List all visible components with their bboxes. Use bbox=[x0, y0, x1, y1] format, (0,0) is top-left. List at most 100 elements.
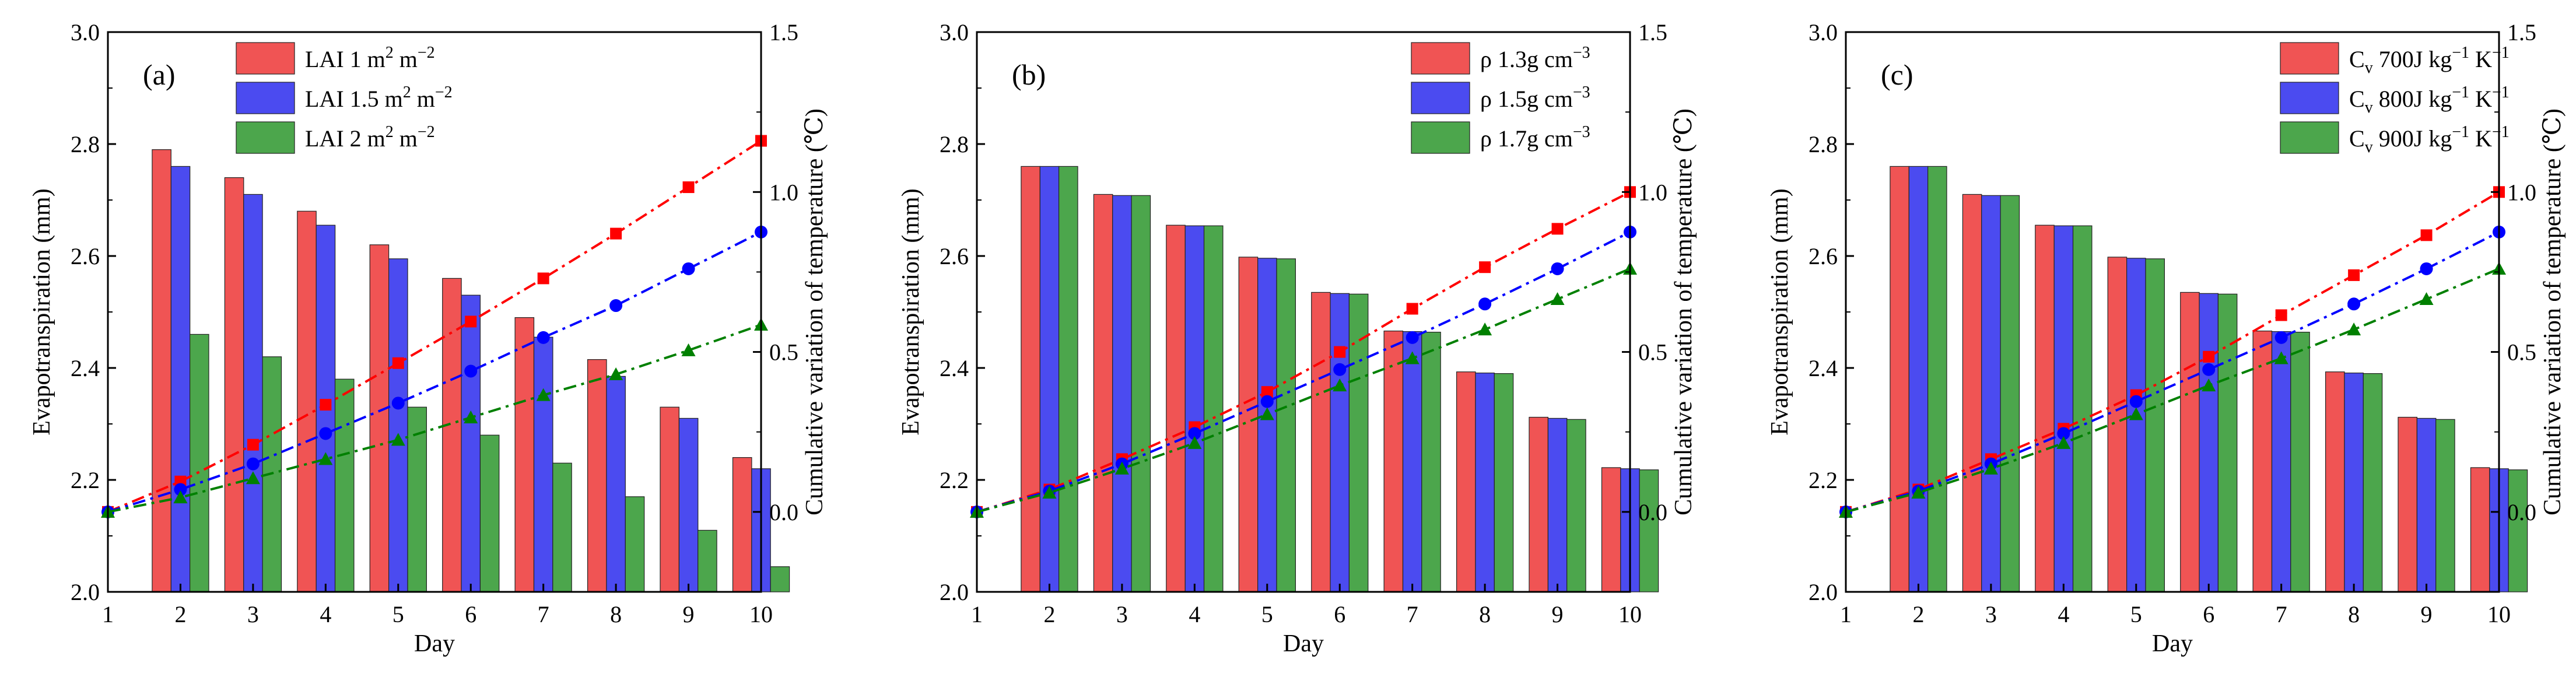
temp-point-blue-day5 bbox=[1260, 395, 1274, 408]
legend-swatch-green bbox=[236, 121, 295, 154]
temp-point-green-day3 bbox=[246, 471, 260, 485]
y-axis-label: Evapotranspiration (mm) bbox=[898, 188, 924, 435]
legend-entry-green: LAI 2 m2 m−2 bbox=[305, 123, 435, 152]
bar-blue-day2 bbox=[1039, 166, 1060, 592]
y2-axis-label: Cumulative variation of temperature (℃) bbox=[2539, 108, 2566, 515]
x-tick-label: 4 bbox=[2058, 601, 2069, 627]
y2-tick-label: 0.0 bbox=[1638, 499, 1667, 525]
temp-line-green bbox=[1845, 268, 2500, 513]
panel-2: 1 2 3 4 5 6 7 8 9 10 2.0 2.2 2.4 2.6 2.8 3.0 0.0 0.5 1.0 1.… bbox=[898, 19, 1697, 657]
x-axis-label: Day bbox=[1283, 630, 1324, 657]
y-tick-label: 2.0 bbox=[71, 579, 100, 605]
y2-tick-label: 0.0 bbox=[769, 499, 798, 525]
bar-red-day3 bbox=[1093, 194, 1113, 592]
temp-point-blue-day6 bbox=[1333, 363, 1347, 376]
bar-red-day7 bbox=[514, 317, 535, 592]
temp-point-green-day2 bbox=[1042, 485, 1057, 499]
temp-point-blue-day7 bbox=[1406, 331, 1419, 344]
x-tick-label: 5 bbox=[2130, 601, 2142, 627]
legend-swatch-green bbox=[2280, 121, 2339, 154]
y-tick-label: 2.8 bbox=[1809, 131, 1838, 157]
bar-green-day10 bbox=[2508, 469, 2528, 592]
bar-red-day4 bbox=[297, 211, 317, 592]
y2-tick-label: 1.0 bbox=[1638, 179, 1667, 205]
bar-blue-day5 bbox=[1257, 258, 1277, 592]
bar-blue-day5 bbox=[388, 258, 408, 592]
x-tick-label: 5 bbox=[392, 601, 404, 627]
bar-green-day10 bbox=[770, 566, 790, 592]
x-tick-label: 3 bbox=[1985, 601, 1997, 627]
bar-red-day8 bbox=[587, 359, 607, 592]
temp-line-blue bbox=[1845, 231, 2500, 513]
panel-label: (c) bbox=[1881, 58, 1913, 91]
temp-point-blue-day3 bbox=[246, 457, 260, 471]
y2-tick-label: 0.5 bbox=[1638, 339, 1667, 366]
x-tick-label: 9 bbox=[2421, 601, 2433, 627]
temp-line-red bbox=[107, 139, 762, 513]
y-tick-label: 2.8 bbox=[940, 131, 969, 157]
temp-point-red-day6 bbox=[2203, 350, 2215, 363]
y-tick-label: 2.6 bbox=[940, 243, 969, 269]
temp-point-red-day8 bbox=[1479, 261, 1491, 273]
legend-swatch-blue bbox=[1411, 82, 1470, 114]
y-tick-label: 2.4 bbox=[1809, 355, 1838, 381]
bar-green-day6 bbox=[2217, 293, 2238, 592]
bar-green-day7 bbox=[2290, 331, 2310, 592]
panel-label: (b) bbox=[1012, 58, 1046, 91]
temp-point-blue-day5 bbox=[2129, 395, 2143, 408]
bar-green-day4 bbox=[1203, 225, 1224, 592]
y2-tick-label: 1.0 bbox=[2507, 179, 2536, 205]
temp-point-red-day8 bbox=[610, 227, 622, 240]
panel-label: (a) bbox=[143, 58, 176, 91]
bar-red-day4 bbox=[2035, 225, 2055, 592]
x-tick-label: 9 bbox=[683, 601, 695, 627]
bar-green-day8 bbox=[625, 496, 645, 592]
bar-red-day9 bbox=[2398, 416, 2418, 592]
x-tick-label: 8 bbox=[610, 601, 622, 627]
temp-point-blue-day8 bbox=[2347, 297, 2361, 311]
temp-point-green-day2 bbox=[1911, 485, 1926, 499]
temp-point-red-day4 bbox=[320, 399, 332, 411]
temp-point-green-day9 bbox=[2419, 292, 2434, 306]
bar-blue-day6 bbox=[461, 294, 481, 592]
temp-point-red-day8 bbox=[2348, 269, 2360, 281]
temp-point-green-day7 bbox=[536, 388, 551, 401]
temp-point-blue-day9 bbox=[682, 262, 695, 275]
temp-point-green-day4 bbox=[2056, 436, 2071, 449]
temp-line-blue bbox=[107, 231, 762, 513]
legend-swatch-green bbox=[1411, 121, 1470, 154]
x-tick-label: 9 bbox=[1552, 601, 1564, 627]
temp-point-green-day6 bbox=[464, 411, 478, 424]
temp-point-blue-day4 bbox=[1188, 427, 1201, 440]
temp-point-green-day6 bbox=[2202, 378, 2216, 392]
bar-blue-day3 bbox=[1981, 195, 2001, 592]
x-tick-label: 6 bbox=[1334, 601, 1345, 627]
x-tick-label: 7 bbox=[538, 601, 549, 627]
temp-point-green-day9 bbox=[1550, 292, 1565, 306]
y2-tick-label: 0.0 bbox=[2507, 499, 2536, 525]
x-tick-label: 6 bbox=[465, 601, 476, 627]
legend-swatch-red bbox=[1411, 42, 1470, 75]
x-tick-label: 2 bbox=[1043, 601, 1055, 627]
temp-point-green-day6 bbox=[1333, 378, 1347, 392]
y-tick-label: 2.6 bbox=[1809, 243, 1838, 269]
legend-swatch-red bbox=[236, 42, 295, 75]
temp-point-red-day5 bbox=[1261, 386, 1273, 398]
x-tick-label: 10 bbox=[1618, 601, 1642, 627]
y-tick-label: 2.2 bbox=[940, 467, 969, 493]
x-tick-label: 2 bbox=[174, 601, 186, 627]
temp-point-red-day9 bbox=[682, 181, 695, 194]
temp-point-red-day7 bbox=[2275, 309, 2287, 321]
temp-point-blue-day9 bbox=[1551, 262, 1564, 275]
legend-entry-green: ρ 1.7g cm−3 bbox=[1480, 123, 1590, 152]
temp-point-blue-day4 bbox=[2057, 427, 2070, 440]
bar-green-day6 bbox=[479, 434, 500, 592]
bar-green-day7 bbox=[552, 462, 572, 592]
x-tick-label: 10 bbox=[749, 601, 773, 627]
temp-line-green bbox=[976, 268, 1631, 513]
temp-point-green-day5 bbox=[391, 433, 405, 446]
temp-point-green-day7 bbox=[2274, 351, 2288, 364]
temp-point-red-day7 bbox=[537, 272, 549, 285]
bar-red-day5 bbox=[369, 244, 390, 592]
